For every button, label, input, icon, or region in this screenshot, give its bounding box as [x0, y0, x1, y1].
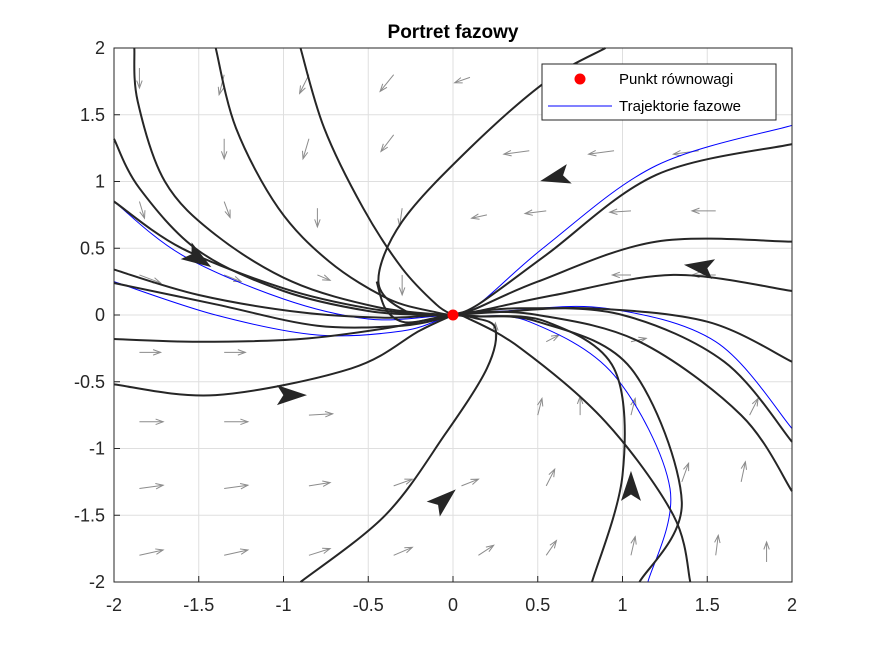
field-arrow	[139, 418, 165, 426]
field-arrow	[224, 349, 247, 356]
trajectory	[113, 282, 454, 329]
trajectories	[113, 47, 793, 583]
field-arrow	[545, 539, 558, 556]
direction-arrowhead	[426, 489, 456, 517]
field-arrow	[630, 397, 637, 416]
y-tick-label: 1	[95, 172, 105, 192]
field-arrow	[478, 544, 495, 556]
x-tick-label: 2	[787, 595, 797, 615]
trajectory	[452, 314, 683, 583]
field-arrow	[317, 274, 332, 281]
field-arrow	[690, 207, 716, 215]
field-arrow	[138, 201, 146, 220]
trajectory	[113, 314, 454, 397]
blue-trajectory	[113, 201, 454, 321]
field-arrow	[224, 483, 250, 490]
trajectory	[452, 310, 793, 492]
direction-arrowhead	[540, 164, 572, 184]
trajectory	[452, 313, 692, 583]
x-tick-label: -1	[275, 595, 291, 615]
equilibrium-point	[447, 309, 459, 321]
y-tick-label: 0	[95, 305, 105, 325]
trajectory	[299, 314, 498, 583]
x-tick-label: 0	[448, 595, 458, 615]
field-arrow	[740, 460, 748, 482]
x-tick-label: 1	[617, 595, 627, 615]
field-arrow	[749, 397, 759, 416]
field-arrow	[714, 533, 721, 556]
trajectory	[113, 268, 454, 319]
field-arrow	[224, 548, 250, 556]
direction-arrows	[180, 164, 716, 517]
field-arrow	[380, 134, 395, 153]
field-arrow	[308, 410, 335, 418]
x-tick-label: 0.5	[525, 595, 550, 615]
x-tick-label: -1.5	[183, 595, 214, 615]
y-tick-label: -2	[89, 572, 105, 592]
direction-arrowhead	[276, 385, 307, 406]
y-tick-label: -1.5	[74, 505, 105, 525]
field-arrow	[453, 76, 471, 84]
chart-title: Portret fazowy	[388, 22, 519, 43]
field-arrow	[681, 461, 690, 483]
y-tick-label: 0.5	[80, 238, 105, 258]
field-arrow	[393, 478, 414, 487]
direction-arrowhead	[180, 242, 212, 268]
field-arrow	[545, 467, 556, 487]
field-arrow	[298, 74, 310, 95]
field-arrow	[537, 397, 544, 416]
y-tick-label: 2	[95, 38, 105, 58]
y-tick-labels: 2 1.5 1 0.5 0 -0.5 -1 -1.5 -2	[74, 38, 120, 592]
field-arrow	[587, 149, 615, 157]
y-tick-label: -1	[89, 439, 105, 459]
x-tick-label: -2	[106, 595, 122, 615]
field-arrow	[608, 208, 632, 215]
field-arrow	[461, 478, 480, 487]
field-arrow	[220, 138, 228, 161]
field-arrow	[308, 547, 332, 556]
trajectory	[452, 143, 793, 316]
direction-arrowhead	[683, 259, 716, 280]
y-tick-label: 1.5	[80, 105, 105, 125]
legend: Punkt równowagi Trajektorie fazowe	[541, 63, 777, 121]
trajectory	[113, 314, 454, 343]
field-arrow	[523, 209, 547, 216]
legend-label-equilibrium: Punkt równowagi	[619, 71, 733, 88]
field-arrow	[308, 480, 332, 487]
y-tick-label: -0.5	[74, 372, 105, 392]
x-tick-label: -0.5	[353, 595, 384, 615]
direction-arrowhead	[620, 470, 641, 501]
field-arrow	[763, 540, 770, 562]
field-arrow	[139, 548, 165, 556]
legend-marker-equilibrium	[574, 73, 586, 85]
x-tick-labels: -2 -1.5 -1 -0.5 0 0.5 1 1.5 2	[106, 576, 797, 615]
legend-box	[541, 63, 777, 121]
field-arrow	[223, 201, 231, 219]
field-arrow	[470, 213, 488, 220]
field-arrow	[630, 535, 637, 556]
field-arrow	[398, 274, 406, 297]
field-arrow	[224, 418, 250, 426]
field-arrow	[610, 271, 631, 279]
field-arrow	[502, 149, 530, 157]
field-arrow	[393, 546, 414, 556]
field-arrow	[314, 208, 321, 229]
field-arrow	[139, 349, 163, 356]
legend-label-trajectories: Trajektorie fazowe	[619, 98, 741, 115]
field-arrow	[630, 336, 648, 344]
trajectory	[299, 47, 454, 316]
trajectory	[214, 47, 454, 316]
field-arrow	[136, 68, 143, 90]
x-tick-label: 1.5	[695, 595, 720, 615]
trajectory	[452, 237, 793, 316]
field-arrow	[217, 74, 225, 97]
field-arrow	[139, 483, 165, 490]
field-arrow	[379, 74, 395, 93]
field-arrow	[301, 138, 310, 161]
